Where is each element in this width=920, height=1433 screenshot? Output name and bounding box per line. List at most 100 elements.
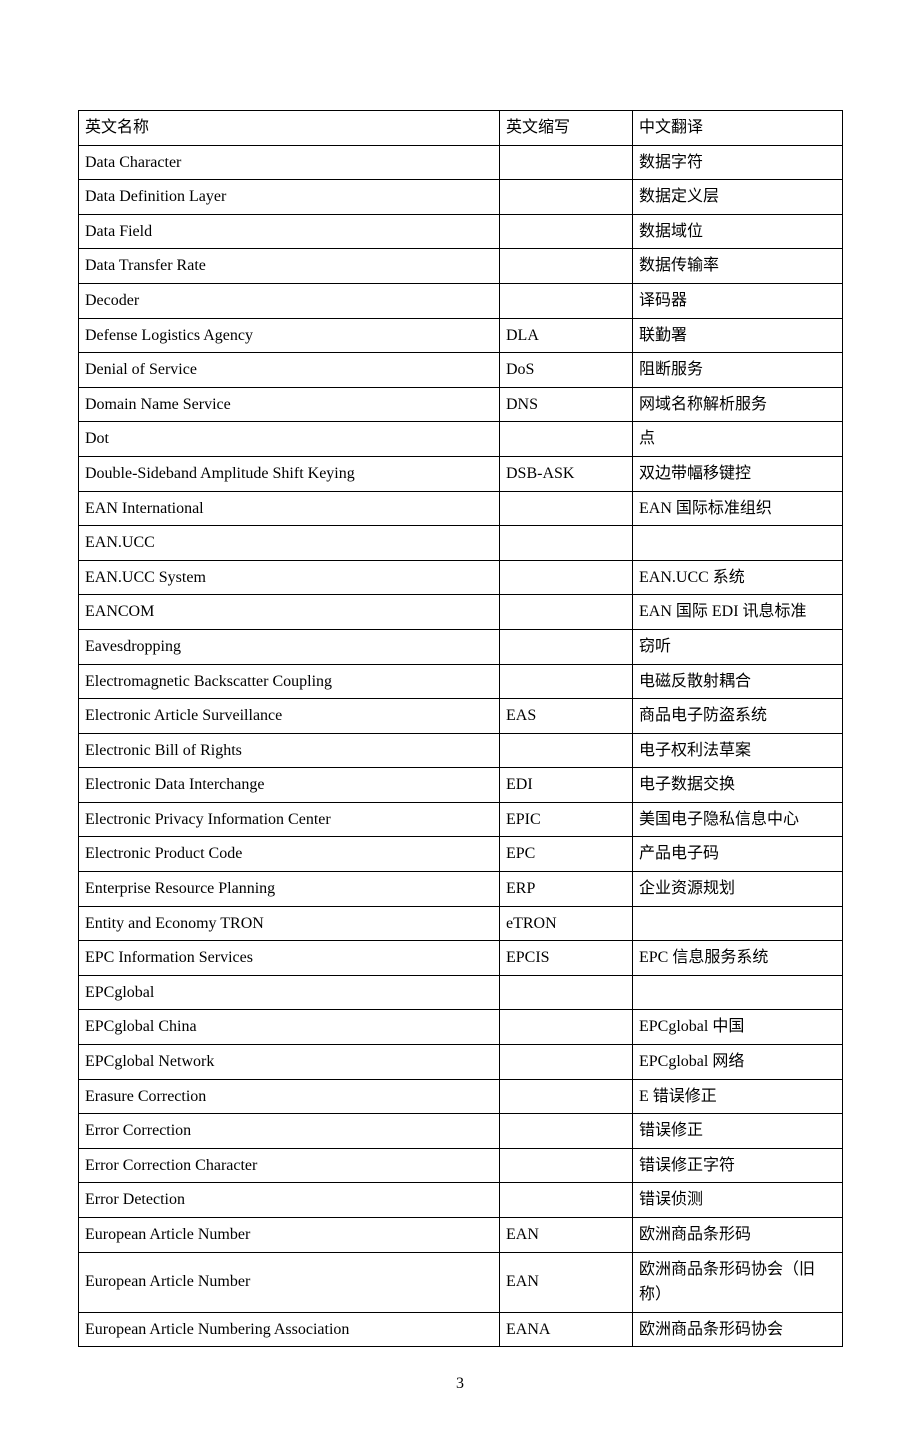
cell-english-name: EPCglobal Network: [79, 1045, 500, 1080]
page-number: 3: [78, 1375, 842, 1393]
cell-english-name: Dot: [79, 422, 500, 457]
cell-english-name: Domain Name Service: [79, 387, 500, 422]
cell-abbreviation: EPC: [500, 837, 633, 872]
document-page: 英文名称 英文缩写 中文翻译 Data Character数据字符Data De…: [0, 0, 920, 1433]
cell-chinese-translation: 美国电子隐私信息中心: [633, 802, 843, 837]
cell-abbreviation: [500, 1079, 633, 1114]
cell-english-name: Electronic Article Surveillance: [79, 699, 500, 734]
cell-english-name: European Article Number: [79, 1218, 500, 1253]
table-row: EPCglobal: [79, 975, 843, 1010]
table-row: Electronic Article SurveillanceEAS商品电子防盗…: [79, 699, 843, 734]
cell-chinese-translation: 点: [633, 422, 843, 457]
cell-english-name: Electronic Product Code: [79, 837, 500, 872]
table-row: Double-Sideband Amplitude Shift KeyingDS…: [79, 456, 843, 491]
cell-english-name: EPCglobal China: [79, 1010, 500, 1045]
table-row: EPCglobal ChinaEPCglobal 中国: [79, 1010, 843, 1045]
table-row: Erasure Correction E 错误修正: [79, 1079, 843, 1114]
cell-chinese-translation: EPCglobal 网络: [633, 1045, 843, 1080]
cell-chinese-translation: 数据传输率: [633, 249, 843, 284]
table-row: Denial of ServiceDoS阻断服务: [79, 353, 843, 388]
table-row: Electronic Privacy Information CenterEPI…: [79, 802, 843, 837]
header-abbreviation: 英文缩写: [500, 111, 633, 146]
table-row: European Article NumberEAN欧洲商品条形码协会（旧称）: [79, 1252, 843, 1312]
table-row: Electronic Data InterchangeEDI电子数据交换: [79, 768, 843, 803]
cell-english-name: EANCOM: [79, 595, 500, 630]
table-row: EAN.UCC SystemEAN.UCC 系统: [79, 560, 843, 595]
glossary-tbody: 英文名称 英文缩写 中文翻译 Data Character数据字符Data De…: [79, 111, 843, 1347]
table-row: Eavesdropping 窃听: [79, 629, 843, 664]
cell-chinese-translation: EPC 信息服务系统: [633, 941, 843, 976]
cell-abbreviation: EAS: [500, 699, 633, 734]
table-row: Dot 点: [79, 422, 843, 457]
table-row: EPC Information ServicesEPCISEPC 信息服务系统: [79, 941, 843, 976]
table-row: Error Detection错误侦测: [79, 1183, 843, 1218]
cell-chinese-translation: EAN.UCC 系统: [633, 560, 843, 595]
table-row: European Article Numbering AssociationEA…: [79, 1312, 843, 1347]
cell-english-name: Denial of Service: [79, 353, 500, 388]
cell-english-name: Enterprise Resource Planning: [79, 872, 500, 907]
table-row: Data Transfer Rate数据传输率: [79, 249, 843, 284]
cell-abbreviation: DNS: [500, 387, 633, 422]
cell-abbreviation: [500, 526, 633, 561]
cell-english-name: EPCglobal: [79, 975, 500, 1010]
cell-english-name: Electromagnetic Backscatter Coupling: [79, 664, 500, 699]
table-row: Error Correction Character 错误修正字符: [79, 1148, 843, 1183]
cell-english-name: Electronic Privacy Information Center: [79, 802, 500, 837]
cell-chinese-translation: EAN 国际 EDI 讯息标准: [633, 595, 843, 630]
cell-chinese-translation: 产品电子码: [633, 837, 843, 872]
cell-english-name: Erasure Correction: [79, 1079, 500, 1114]
cell-english-name: Eavesdropping: [79, 629, 500, 664]
table-row: Data Character数据字符: [79, 145, 843, 180]
cell-chinese-translation: 联勤署: [633, 318, 843, 353]
cell-chinese-translation: 双边带幅移键控: [633, 456, 843, 491]
cell-abbreviation: ERP: [500, 872, 633, 907]
table-header-row: 英文名称 英文缩写 中文翻译: [79, 111, 843, 146]
cell-english-name: Double-Sideband Amplitude Shift Keying: [79, 456, 500, 491]
cell-chinese-translation: [633, 906, 843, 941]
table-row: Entity and Economy TRONeTRON: [79, 906, 843, 941]
table-row: Decoder 译码器: [79, 283, 843, 318]
cell-abbreviation: [500, 491, 633, 526]
cell-abbreviation: [500, 1183, 633, 1218]
cell-chinese-translation: 网域名称解析服务: [633, 387, 843, 422]
table-row: Defense Logistics AgencyDLA联勤署: [79, 318, 843, 353]
table-row: Enterprise Resource PlanningERP企业资源规划: [79, 872, 843, 907]
cell-chinese-translation: E 错误修正: [633, 1079, 843, 1114]
cell-chinese-translation: [633, 526, 843, 561]
cell-english-name: EAN International: [79, 491, 500, 526]
cell-chinese-translation: 电子数据交换: [633, 768, 843, 803]
table-row: Electronic Bill of Rights 电子权利法草案: [79, 733, 843, 768]
cell-abbreviation: EPCIS: [500, 941, 633, 976]
table-row: EANCOM EAN 国际 EDI 讯息标准: [79, 595, 843, 630]
cell-english-name: Error Correction Character: [79, 1148, 500, 1183]
cell-abbreviation: [500, 180, 633, 215]
cell-abbreviation: DoS: [500, 353, 633, 388]
cell-abbreviation: [500, 145, 633, 180]
cell-abbreviation: [500, 1114, 633, 1149]
cell-chinese-translation: 欧洲商品条形码: [633, 1218, 843, 1253]
cell-english-name: Decoder: [79, 283, 500, 318]
cell-english-name: Electronic Bill of Rights: [79, 733, 500, 768]
table-row: Error Correction错误修正: [79, 1114, 843, 1149]
cell-chinese-translation: EAN 国际标准组织: [633, 491, 843, 526]
cell-chinese-translation: 错误修正字符: [633, 1148, 843, 1183]
cell-abbreviation: eTRON: [500, 906, 633, 941]
table-row: European Article NumberEAN欧洲商品条形码: [79, 1218, 843, 1253]
cell-abbreviation: [500, 1045, 633, 1080]
cell-chinese-translation: 数据域位: [633, 214, 843, 249]
cell-chinese-translation: 欧洲商品条形码协会（旧称）: [633, 1252, 843, 1312]
cell-chinese-translation: 译码器: [633, 283, 843, 318]
cell-english-name: Error Correction: [79, 1114, 500, 1149]
cell-chinese-translation: 电子权利法草案: [633, 733, 843, 768]
table-row: EAN International EAN 国际标准组织: [79, 491, 843, 526]
cell-abbreviation: [500, 595, 633, 630]
cell-abbreviation: EAN: [500, 1218, 633, 1253]
cell-english-name: EPC Information Services: [79, 941, 500, 976]
cell-chinese-translation: 欧洲商品条形码协会: [633, 1312, 843, 1347]
cell-english-name: Data Field: [79, 214, 500, 249]
cell-chinese-translation: 窃听: [633, 629, 843, 664]
header-english-name: 英文名称: [79, 111, 500, 146]
cell-chinese-translation: 企业资源规划: [633, 872, 843, 907]
cell-abbreviation: [500, 422, 633, 457]
cell-chinese-translation: 数据定义层: [633, 180, 843, 215]
